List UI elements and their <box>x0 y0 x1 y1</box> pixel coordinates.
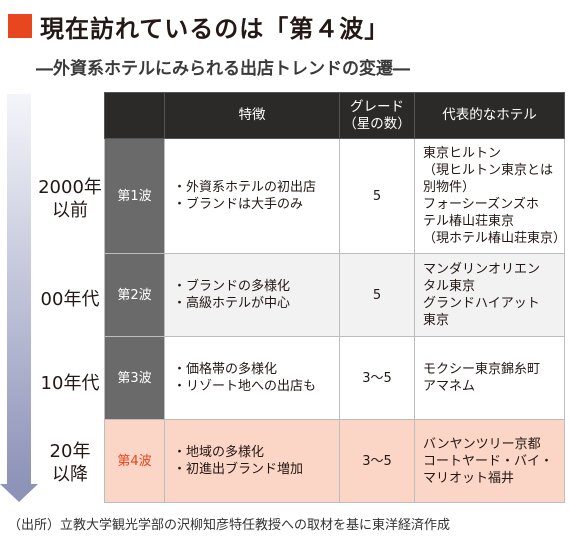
source-caption: （出所）立教大学観光学部の沢柳知彦特任教授への取材を基に東洋経済作成 <box>8 518 451 533</box>
feature-item: ・外資系ホテルの初出店 <box>173 180 317 195</box>
wave-label: 第2波 <box>104 253 165 337</box>
header-features: 特徴 <box>164 92 340 139</box>
hotel-line: マリオット福井 <box>423 470 515 486</box>
header-empty-cell <box>104 92 165 139</box>
feature-item: ・ブランドは大手のみ <box>173 197 304 212</box>
grade-cell: 3〜5 <box>339 419 415 503</box>
era-label-line: 00年代 <box>40 289 100 310</box>
features-cell: ・外資系ホテルの初出店 ・ブランドは大手のみ <box>164 138 340 254</box>
header-grade-line2: （星の数） <box>343 115 411 132</box>
table-header-row: 特徴 グレード （星の数） 代表的なホテル <box>104 92 565 139</box>
header-grade: グレード （星の数） <box>339 92 415 139</box>
hotels-cell: マンダリンオリエン タル東京 グランドハイアット 東京 <box>414 253 565 337</box>
era-label-1: 2000年 以前 <box>24 176 116 222</box>
hotel-line: アマネム <box>423 379 476 394</box>
features-cell: ・地域の多様化 ・初進出ブランド増加 <box>164 419 340 503</box>
era-label-4: 20年 以降 <box>24 440 116 486</box>
hotel-line: テル椿山荘東京 <box>423 214 515 229</box>
hotels-cell: バンヤンツリー京都 コートヤード・バイ・ マリオット福井 <box>414 419 565 503</box>
table-row-highlighted: 第4波 ・地域の多様化 ・初進出ブランド増加 3〜5 バンヤンツリー京都 コート… <box>104 419 565 503</box>
hotel-line: バンヤンツリー京都 <box>423 436 541 452</box>
grade-cell: 5 <box>339 138 415 254</box>
era-label-line: 以降 <box>52 464 88 485</box>
hotels-cell: 東京ヒルトン （現ヒルトン東京とは 別物件） フォーシーズンズホ テル椿山荘東京… <box>414 138 567 254</box>
features-cell: ・価格帯の多様化 ・リゾート地への出店も <box>164 336 340 420</box>
hotel-line: モクシー東京錦糸町 <box>423 362 541 377</box>
hotel-line: 東京ヒルトン <box>423 146 502 161</box>
timeline-arrow-shaft <box>7 94 31 484</box>
page-title: 現在訪れているのは「第４波」 <box>40 14 390 43</box>
page-subtitle: ―外資系ホテルにみられる出店トレンドの変遷― <box>36 59 410 79</box>
features-cell: ・ブランドの多様化 ・高級ホテルが中心 <box>164 253 340 337</box>
wave-label: 第1波 <box>104 138 165 254</box>
hotel-line: コートヤード・バイ・ <box>423 453 554 469</box>
hotel-line: タル東京 <box>423 279 476 294</box>
hotel-line: グランドハイアット <box>423 296 540 311</box>
feature-item: ・リゾート地への出店も <box>173 379 317 394</box>
grade-cell: 3〜5 <box>339 336 415 420</box>
timeline-arrow-head-icon <box>0 484 38 502</box>
grade-cell: 5 <box>339 253 415 337</box>
feature-item: ・高級ホテルが中心 <box>173 296 291 311</box>
feature-item: ・価格帯の多様化 <box>173 362 278 377</box>
feature-item: ・初進出ブランド増加 <box>173 462 304 477</box>
hotel-line: （現ヒルトン東京とは <box>423 163 554 178</box>
hotel-line: 別物件） <box>423 180 476 195</box>
feature-item: ・ブランドの多様化 <box>173 279 291 294</box>
hotel-line: フォーシーズンズホ <box>423 197 539 212</box>
era-label-2: 00年代 <box>24 288 116 311</box>
hotel-line: 東京 <box>423 313 450 328</box>
wave-label: 第4波 <box>104 419 165 503</box>
feature-item: ・地域の多様化 <box>173 445 265 460</box>
hotel-trend-table: 特徴 グレード （星の数） 代表的なホテル 第1波 ・外資系ホテルの初出店 ・ブ… <box>104 92 567 503</box>
hotel-line: マンダリンオリエン <box>423 262 541 277</box>
table-row: 第1波 ・外資系ホテルの初出店 ・ブランドは大手のみ 5 東京ヒルトン （現ヒル… <box>104 138 567 254</box>
wave-label: 第3波 <box>104 336 165 420</box>
header-grade-line1: グレード <box>350 98 404 115</box>
table-row: 第2波 ・ブランドの多様化 ・高級ホテルが中心 5 マンダリンオリエン タル東京… <box>104 253 565 337</box>
hotels-cell: モクシー東京錦糸町 アマネム <box>414 336 565 420</box>
header-hotels: 代表的なホテル <box>414 92 565 139</box>
era-label-line: 2000年 <box>38 177 102 198</box>
era-label-3: 10年代 <box>24 372 116 395</box>
era-label-line: 以前 <box>52 200 88 221</box>
hotel-line: （現ホテル椿山荘東京） <box>423 231 567 246</box>
title-marker <box>8 14 32 38</box>
era-label-line: 20年 <box>49 441 91 462</box>
era-label-line: 10年代 <box>40 373 100 394</box>
title-row: 現在訪れているのは「第４波」 <box>8 9 389 43</box>
table-row: 第3波 ・価格帯の多様化 ・リゾート地への出店も 3〜5 モクシー東京錦糸町 ア… <box>104 336 565 420</box>
